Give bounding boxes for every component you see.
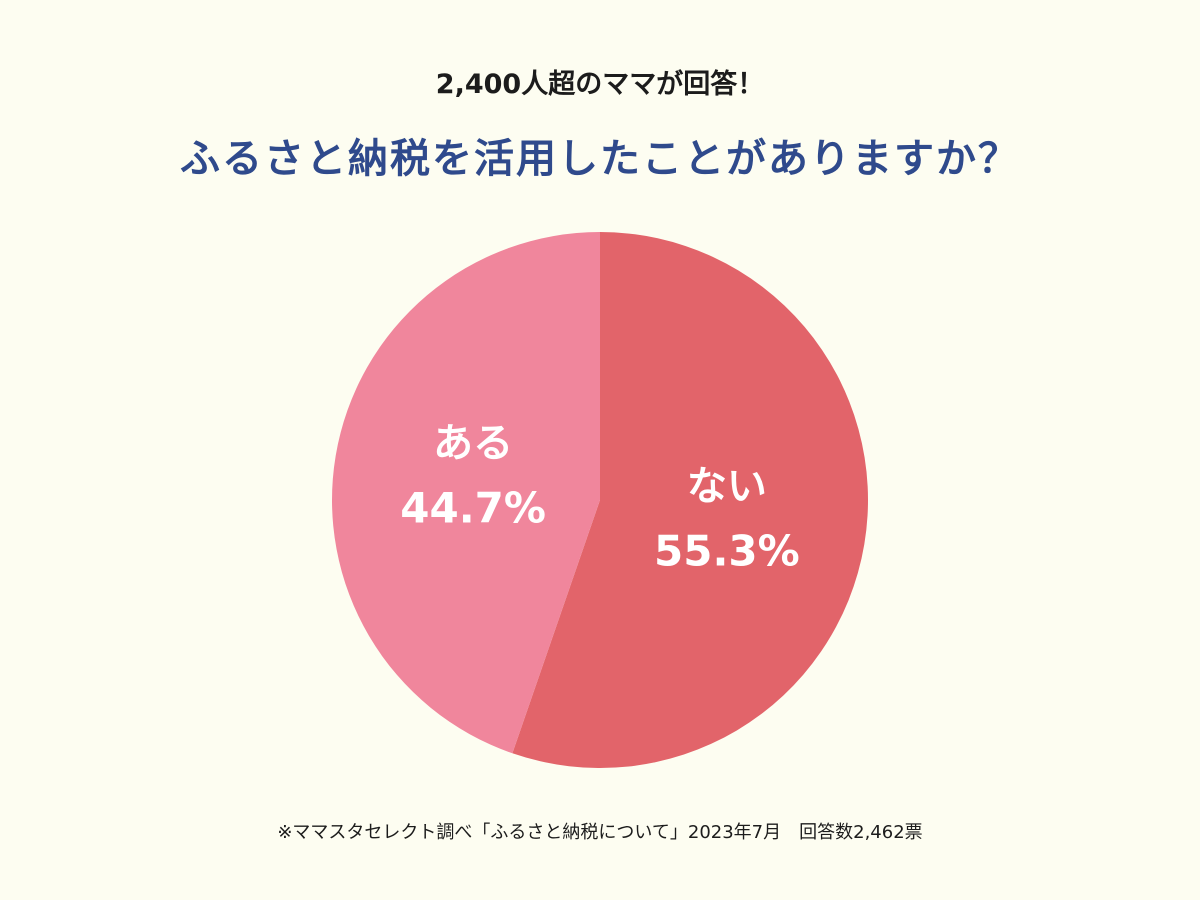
slice-label-nai: ない: [687, 463, 767, 509]
pie-slice-aru: [331, 232, 600, 754]
survey-subtitle: 2,400人超のママが回答！: [435, 69, 765, 100]
slice-value-nai: 55.3%: [654, 526, 800, 575]
pie-slice-nai: [512, 232, 868, 768]
slice-value-aru: 44.7%: [400, 484, 546, 533]
chart-title: ふるさと納税を活用したことがありますか？: [180, 136, 1020, 182]
slice-label-aru: ある: [433, 421, 513, 467]
source-footnote: ※ママスタセレクト調べ「ふるさと納税について」2023年7月 回答数2,462票: [277, 822, 923, 843]
